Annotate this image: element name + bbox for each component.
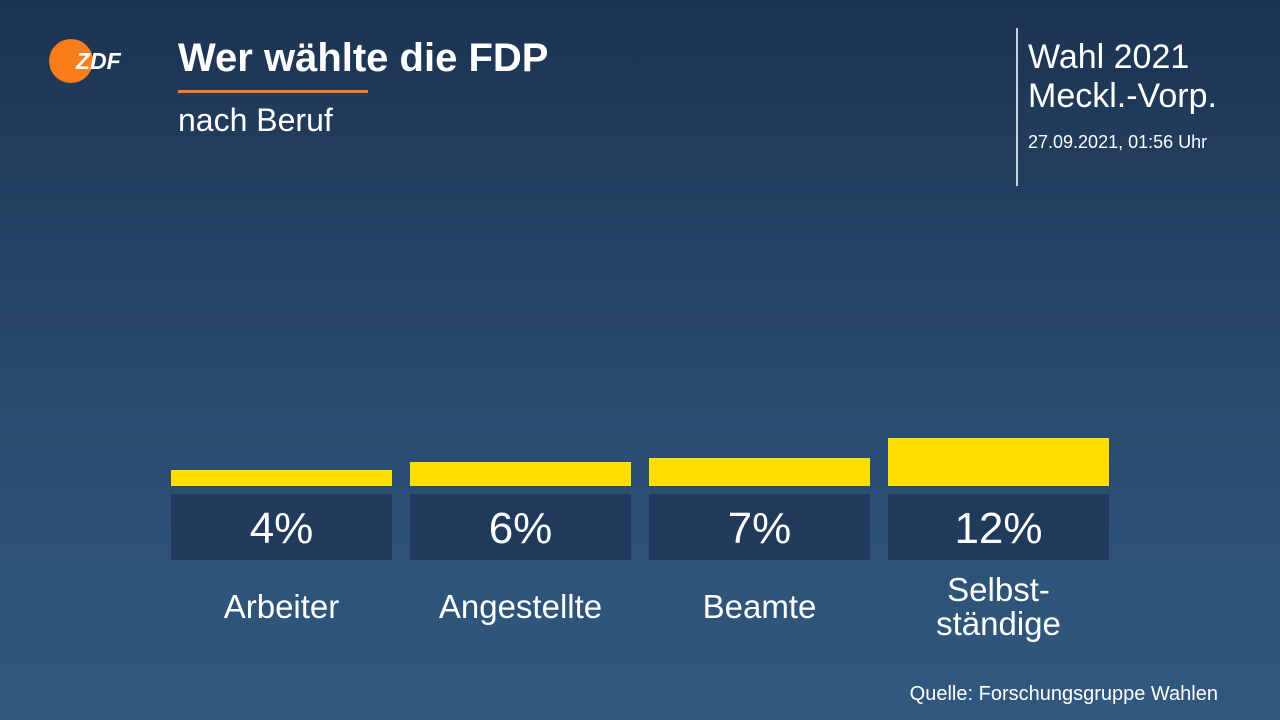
bar-0 [171,470,392,486]
value-label-2: 7% [728,504,792,553]
logo-text: ZDF [75,48,122,74]
election-name: Wahl 2021 [1028,38,1190,76]
value-box-0 [171,494,392,560]
election-info: Wahl 2021 Meckl.-Vorp. [1028,38,1217,116]
bar-1 [410,462,631,486]
value-box-1 [410,494,631,560]
value-box-2 [649,494,870,560]
page-title: Wer wählte die FDP [178,36,549,80]
zdf-logo: ZDF [49,39,122,83]
bar-3 [888,438,1109,486]
header-divider [1016,28,1018,186]
value-label-1: 6% [489,504,553,553]
category-label-3-line-0: Selbst- [947,571,1050,608]
value-label-0: 4% [250,504,314,553]
category-label-2: Beamte [703,588,817,625]
category-label-0: Arbeiter [224,588,340,625]
value-label-3: 12% [954,504,1042,553]
category-label-1: Angestellte [439,588,602,625]
election-region: Meckl.-Vorp. [1028,77,1217,115]
source-note: Quelle: Forschungsgruppe Wahlen [909,683,1218,705]
bar-2 [649,458,870,486]
page-subtitle: nach Beruf [178,102,333,138]
title-underline [178,90,368,93]
value-box-3 [888,494,1109,560]
category-label-3-line-1: ständige [936,605,1061,642]
timestamp: 27.09.2021, 01:56 Uhr [1028,132,1208,152]
